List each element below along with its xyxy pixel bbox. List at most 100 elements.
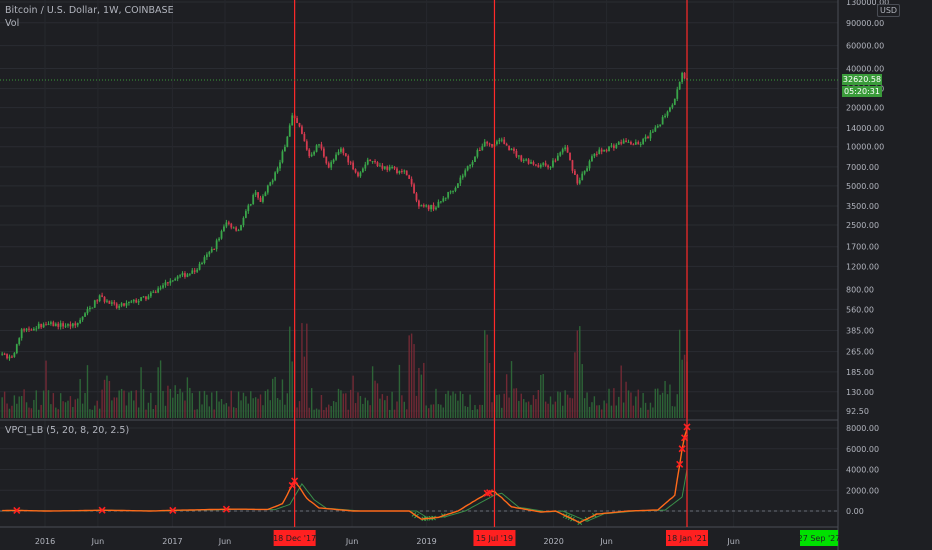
volume-bar: [547, 403, 549, 418]
volume-bar: [381, 394, 384, 418]
candle-body: [391, 166, 394, 168]
candle-body: [244, 211, 247, 218]
candle-body: [566, 147, 569, 153]
candle-body: [91, 307, 94, 309]
volume-bar: [345, 393, 347, 418]
volume-bar: [652, 407, 654, 418]
candle-body: [598, 149, 601, 154]
volume-bar: [593, 396, 596, 418]
candle-body: [298, 123, 301, 127]
volume-bar: [318, 409, 320, 418]
volume-bar: [38, 409, 40, 418]
volume-bar: [661, 392, 664, 418]
volume-bar: [523, 399, 525, 418]
candle-body: [130, 301, 133, 303]
volume-bar: [562, 405, 564, 418]
volume-bar: [176, 393, 179, 418]
volume-bar: [84, 392, 86, 418]
indicator-legend[interactable]: VPCI_LB (5, 20, 8, 20, 2.5): [5, 425, 130, 436]
volume-bar: [16, 403, 18, 418]
volume-bar: [569, 397, 571, 418]
candle-body: [422, 205, 425, 207]
candle-body: [113, 302, 116, 304]
volume-bar: [113, 397, 115, 418]
candle-body: [442, 198, 445, 202]
candle-body: [142, 296, 145, 298]
volume-bar: [520, 393, 522, 418]
volume-bar: [588, 406, 591, 418]
volume-bar: [683, 354, 686, 418]
candle-body: [444, 197, 447, 199]
volume-bar: [671, 406, 674, 418]
candle-body: [20, 329, 23, 339]
volume-bar: [69, 396, 72, 418]
candle-body: [459, 177, 462, 184]
volume-bar: [315, 408, 318, 418]
symbol-title[interactable]: Bitcoin / U.S. Dollar, 1W, COINBASE: [5, 5, 174, 16]
highlight-lines: [294, 0, 688, 527]
candle-body: [198, 263, 201, 270]
volume-bar: [335, 402, 337, 418]
volume-bar: [425, 405, 427, 418]
volume-bar: [359, 396, 362, 418]
volume-bar: [6, 403, 8, 418]
volume-legend[interactable]: Vol: [5, 18, 20, 29]
candle-body: [318, 144, 320, 146]
candle-body: [232, 227, 235, 229]
candle-body: [471, 161, 474, 166]
candle-body: [281, 151, 284, 163]
candle-body: [140, 297, 142, 301]
volume-bar: [510, 361, 513, 418]
candle-body: [403, 170, 406, 172]
candle-body: [110, 302, 113, 304]
volume-bar: [189, 387, 191, 418]
volume-bar: [284, 404, 286, 418]
highlight-date-box: [473, 530, 516, 546]
volume-bar: [203, 390, 206, 418]
volume-bar: [55, 407, 57, 418]
volume-bar: [303, 356, 306, 418]
volume-bar: [676, 394, 678, 418]
volume-bar: [101, 389, 103, 418]
volume-bar: [413, 344, 415, 418]
candle-body: [564, 147, 567, 150]
volume-bar: [654, 388, 657, 418]
candle-body: [664, 115, 666, 118]
price-axis-label: 185.00: [846, 368, 874, 377]
candle-body: [225, 222, 228, 227]
currency-badge[interactable]: USD: [877, 4, 901, 17]
candle-body: [608, 146, 610, 152]
candle-body: [6, 354, 8, 359]
candle-body: [305, 141, 308, 150]
volume-bar: [613, 388, 615, 418]
candle-body: [571, 160, 574, 171]
highlight-date-box: [666, 530, 708, 546]
volume-bar: [637, 389, 639, 418]
volume-bar: [376, 383, 379, 418]
candle-body: [515, 150, 518, 157]
vpci-indicator: [2, 423, 691, 525]
price-axis-label: 130.00: [846, 388, 874, 397]
volume-bar: [540, 374, 542, 418]
candle-body: [366, 159, 369, 165]
candle-body: [325, 156, 328, 164]
candle-body: [79, 319, 82, 324]
volume-bar: [215, 390, 218, 418]
volume-bar: [657, 388, 659, 418]
candle-body: [425, 205, 428, 207]
candle-body: [622, 140, 625, 144]
candle-body: [620, 142, 623, 144]
volume-bar: [3, 391, 6, 418]
candle-body: [398, 171, 401, 174]
candle-body: [347, 155, 350, 163]
volume-bar: [45, 360, 47, 418]
volume-bar: [94, 405, 96, 418]
volume-bar: [642, 393, 644, 418]
candle-body: [227, 222, 230, 224]
volume-bar: [157, 367, 159, 418]
volume-bar: [342, 393, 345, 418]
volume-bar: [437, 404, 440, 418]
candle-body: [400, 171, 403, 173]
volume-bar: [245, 396, 247, 418]
